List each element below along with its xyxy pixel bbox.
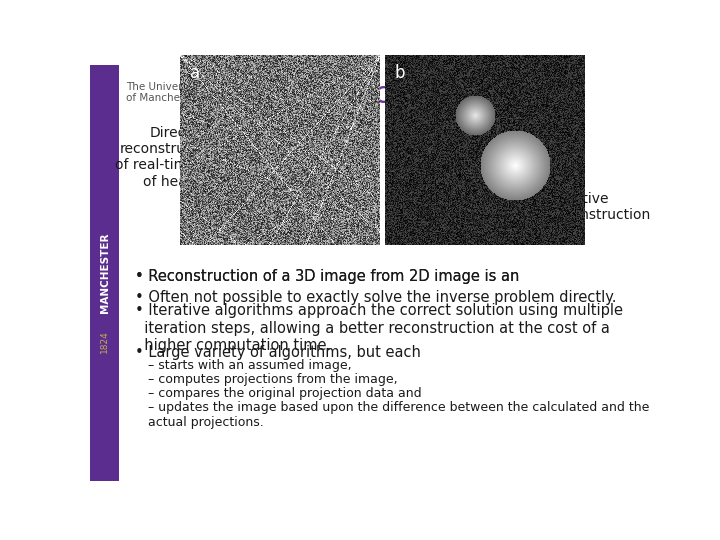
Text: – computes projections from the image,: – computes projections from the image, [148, 373, 397, 386]
Text: • Reconstruction of a 3D image from 2D image is an: • Reconstruction of a 3D image from 2D i… [135, 269, 524, 284]
Text: • Reconstruction of a 3D image from 2D image is an: • Reconstruction of a 3D image from 2D i… [135, 269, 524, 284]
Text: • Iterative algorithms approach the correct solution using multiple
  iteration : • Iterative algorithms approach the corr… [135, 303, 623, 353]
Text: b: b [395, 64, 405, 83]
Text: MANCHESTER: MANCHESTER [100, 232, 109, 313]
Text: – starts with an assumed image,: – starts with an assumed image, [148, 359, 352, 372]
Text: • Large variety of algorithms, but each: • Large variety of algorithms, but each [135, 345, 420, 360]
Text: 1824: 1824 [100, 330, 109, 353]
Text: – compares the original projection data and: – compares the original projection data … [148, 387, 422, 400]
Text: Iterative
reconstruction: Iterative reconstruction [551, 192, 652, 222]
Text: • Often not possible to exactly solve the inverse problem directly.: • Often not possible to exactly solve th… [135, 289, 616, 305]
Text: a: a [190, 64, 200, 83]
Text: The University
of Manchester: The University of Manchester [126, 82, 202, 103]
Text: – updates the image based upon the difference between the calculated and the
act: – updates the image based upon the diffe… [148, 401, 649, 429]
FancyBboxPatch shape [90, 65, 120, 481]
Text: Direct
reconstruction
of real-time MRI
of heart: Direct reconstruction of real-time MRI o… [115, 126, 225, 188]
Text: Iterative reconstructions: Iterative reconstructions [205, 80, 580, 109]
